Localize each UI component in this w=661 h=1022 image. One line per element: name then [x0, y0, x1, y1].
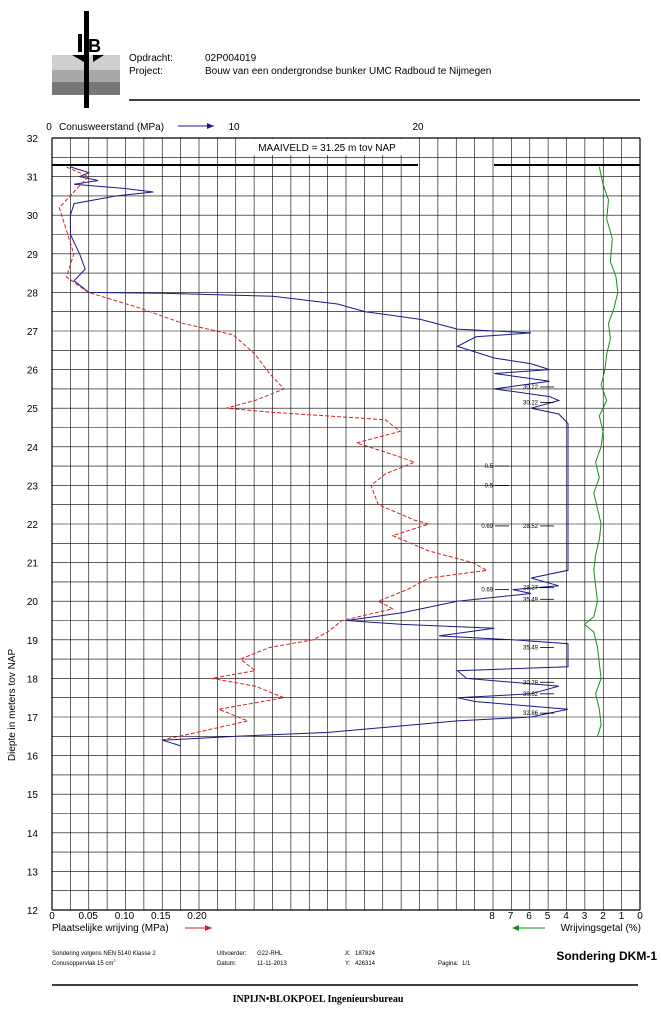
annotation-label: 28.52 — [523, 524, 539, 530]
company-name: INPIJN•BLOKPOEL Ingenieursbureau — [233, 994, 404, 1005]
project-label: Project: — [129, 66, 163, 77]
y-ticks: 32 31 30 29 28 27 26 25 24 23 22 21 20 19 18 17 16 15 14 13… — [27, 134, 39, 917]
friction-tick-label: 0.05 — [79, 911, 99, 922]
y-tick-label: 25 — [27, 404, 39, 415]
y-tick-label: 12 — [27, 906, 39, 917]
pagina-label: Pagina: — [438, 961, 459, 967]
y-tick-label: 13 — [27, 867, 39, 878]
friction-ticks: 0 0.05 0.10 0.15 0.20 — [49, 911, 207, 922]
y-tick-label: 31 — [27, 173, 39, 184]
chart-grid — [51, 137, 641, 911]
y-coord-label: Y: — [345, 961, 351, 967]
ratio-tick-label: 4 — [563, 911, 569, 922]
top-tick: 20 — [412, 122, 424, 133]
ratio-tick-label: 5 — [545, 911, 551, 922]
cone-resistance-line — [69, 166, 569, 747]
top-tick: 0 — [46, 122, 52, 133]
annotation-label: 0.5 — [485, 483, 494, 489]
footer-cone-area: Conusoppervlak 15 cm2 — [52, 958, 116, 967]
friction-tick-label: 0.10 — [115, 911, 135, 922]
y-tick-label: 23 — [27, 481, 39, 492]
ratio-tick-label: 1 — [619, 911, 625, 922]
annotation-label: 30.28 — [523, 680, 539, 686]
top-axis-label: Conusweerstand (MPa) — [59, 122, 164, 133]
uitvoerder-label: Uitvoerder: — [217, 951, 247, 957]
y-tick-label: 26 — [27, 366, 39, 377]
annotation-label: 35.49 — [523, 597, 539, 603]
annotation-label: 32.86 — [523, 711, 539, 717]
ratio-tick-label: 3 — [582, 911, 588, 922]
datum-label: Datum: — [217, 961, 237, 967]
x-coord-value: 187824 — [355, 951, 376, 957]
ratio-tick-label: 0 — [637, 911, 643, 922]
project-value: Bouw van een ondergrondse bunker UMC Rad… — [205, 66, 492, 77]
friction-axis-label: Plaatselijke wrijving (MPa) — [52, 923, 169, 934]
x-coord-label: X: — [345, 951, 351, 957]
ratio-tick-label: 8 — [489, 911, 495, 922]
annotation-label: 30.22 — [523, 400, 539, 406]
ratio-ticks: 8 7 6 5 4 3 2 1 0 — [489, 911, 643, 922]
maaiveld-label: MAAIVELD = 31.25 m tov NAP — [258, 143, 396, 154]
cone-legend-arrow — [207, 123, 214, 129]
annotation-label: 28.27 — [523, 586, 539, 592]
uitvoerder-value: G22-RHL — [257, 951, 283, 957]
company-logo: B — [52, 11, 120, 108]
y-tick-label: 18 — [27, 674, 39, 685]
svg-text:B: B — [88, 36, 101, 56]
y-tick-label: 16 — [27, 752, 39, 763]
ratio-tick-label: 6 — [526, 911, 532, 922]
y-tick-label: 17 — [27, 713, 39, 724]
annotation-label: 0.5 — [485, 464, 494, 470]
ratio-tick-label: 7 — [508, 911, 514, 922]
y-tick-label: 20 — [27, 597, 39, 608]
y-tick-label: 15 — [27, 790, 39, 801]
y-tick-label: 21 — [27, 559, 39, 570]
annotation-label: 35.49 — [523, 646, 539, 652]
annotation-label: 0.69 — [481, 588, 493, 594]
local-friction-line — [58, 166, 489, 741]
chart-series — [58, 166, 619, 747]
pagina-value: 1/1 — [462, 961, 471, 967]
friction-legend-arrow — [205, 925, 212, 931]
chart-annotations: 30.22 30.22 0.5 0.5 0.69 28.52 0.69 28.27 35.49 3… — [481, 385, 554, 717]
ratio-legend-arrow — [512, 925, 519, 931]
opdracht-value: 02P004019 — [205, 53, 257, 64]
maaiveld-box — [240, 139, 415, 155]
friction-tick-label: 0 — [49, 911, 55, 922]
y-axis-label: Diepte in meters tov NAP — [7, 649, 18, 762]
friction-tick-label: 0.20 — [187, 911, 207, 922]
friction-ratio-line — [583, 166, 619, 737]
y-tick-label: 19 — [27, 636, 39, 647]
y-tick-label: 24 — [27, 443, 39, 454]
y-tick-label: 29 — [27, 250, 39, 261]
y-tick-label: 28 — [27, 288, 39, 299]
y-tick-label: 30 — [27, 211, 39, 222]
friction-tick-label: 0.15 — [151, 911, 171, 922]
annotation-label: 30.62 — [523, 692, 539, 698]
sondering-title: Sondering DKM-1 — [556, 949, 657, 963]
y-tick-label: 22 — [27, 520, 39, 531]
datum-value: 11-11-2013 — [257, 961, 287, 967]
footer-norm: Sondering volgens NEN 5140 Klasse 2 — [52, 951, 156, 957]
y-tick-label: 14 — [27, 829, 39, 840]
y-tick-label: 32 — [27, 134, 39, 145]
annotation-label: 30.22 — [523, 385, 539, 391]
annotation-label: 0.69 — [481, 524, 493, 530]
y-tick-label: 27 — [27, 327, 39, 338]
top-tick: 10 — [228, 122, 240, 133]
ratio-axis-label: Wrijvingsgetal (%) — [561, 923, 641, 934]
y-coord-value: 426314 — [355, 961, 376, 967]
ratio-tick-label: 2 — [600, 911, 606, 922]
opdracht-label: Opdracht: — [129, 53, 173, 64]
